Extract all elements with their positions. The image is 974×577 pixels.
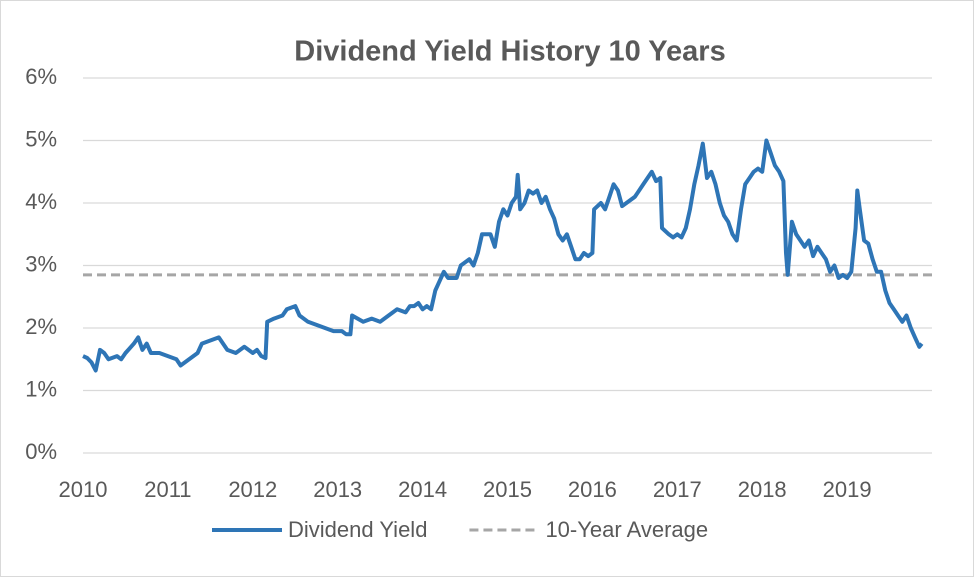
y-tick-label: 0% bbox=[25, 439, 57, 464]
x-tick-label: 2019 bbox=[823, 477, 872, 502]
x-tick-label: 2012 bbox=[228, 477, 277, 502]
x-tick-label: 2015 bbox=[483, 477, 532, 502]
x-tick-label: 2014 bbox=[398, 477, 447, 502]
x-tick-label: 2016 bbox=[568, 477, 617, 502]
legend-label: 10-Year Average bbox=[545, 517, 708, 542]
y-tick-label: 6% bbox=[25, 64, 57, 89]
x-tick-label: 2017 bbox=[653, 477, 702, 502]
series-line bbox=[82, 138, 924, 373]
y-tick-label: 5% bbox=[25, 126, 57, 151]
y-tick-label: 2% bbox=[25, 314, 57, 339]
legend-label: Dividend Yield bbox=[288, 517, 427, 542]
y-tick-label: 4% bbox=[25, 189, 57, 214]
x-tick-label: 2013 bbox=[313, 477, 362, 502]
x-tick-label: 2010 bbox=[59, 477, 108, 502]
x-tick-label: 2018 bbox=[738, 477, 787, 502]
chart-title: Dividend Yield History 10 Years bbox=[294, 36, 725, 68]
x-tick-label: 2011 bbox=[144, 477, 191, 502]
y-tick-label: 3% bbox=[25, 251, 57, 276]
y-tick-label: 1% bbox=[25, 376, 57, 401]
